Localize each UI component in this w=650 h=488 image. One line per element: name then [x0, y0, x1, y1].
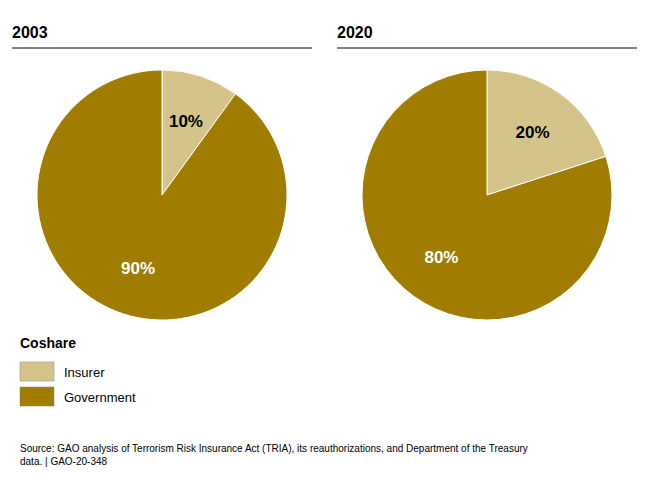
source-note-line: Source: GAO analysis of Terrorism Risk I… — [20, 443, 528, 454]
data-label: 10% — [169, 112, 203, 131]
pie: 20% 80% — [362, 70, 612, 320]
pie: 10% 90% — [37, 70, 287, 320]
pie-panel: 2020 20% 80% — [337, 24, 637, 320]
legend-swatch — [20, 387, 54, 406]
source-note: Source: GAO analysis of Terrorism Risk I… — [20, 443, 528, 467]
title-rule — [12, 48, 312, 49]
data-label: 90% — [121, 259, 155, 278]
pie-slice — [362, 70, 612, 320]
legend-title: Coshare — [20, 335, 76, 351]
source-note-line: data. | GAO-20-348 — [20, 456, 108, 467]
chart-title: 2020 — [337, 24, 373, 41]
legend-label: Insurer — [64, 365, 105, 380]
legend-label: Government — [64, 390, 136, 405]
chart-canvas: 2003 10% 90% Coshare Insurer Government Source… — [0, 0, 650, 488]
pie-panel: 2003 10% 90% — [12, 24, 312, 320]
title-rule — [337, 48, 637, 49]
legend: Coshare Insurer Government — [20, 335, 136, 406]
chart-title: 2003 — [12, 24, 48, 41]
data-label: 80% — [424, 248, 458, 267]
legend-swatch — [20, 362, 54, 381]
data-label: 20% — [516, 123, 550, 142]
pie-slice — [37, 70, 287, 320]
